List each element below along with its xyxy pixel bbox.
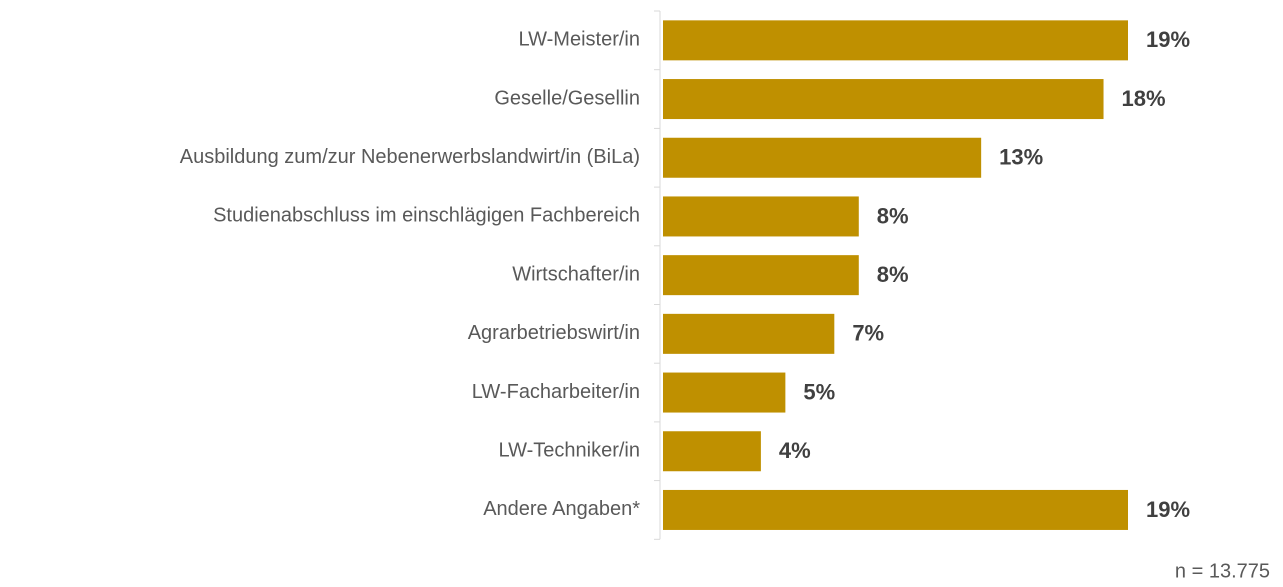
bar xyxy=(663,79,1104,120)
bar xyxy=(663,255,859,296)
category-label: LW-Techniker/in xyxy=(498,440,640,462)
bar xyxy=(663,20,1128,61)
value-label: 8% xyxy=(877,262,909,287)
category-label: Wirtschafter/in xyxy=(512,263,640,285)
category-label: Geselle/Gesellin xyxy=(494,87,640,109)
bar xyxy=(663,372,786,413)
value-label: 18% xyxy=(1122,86,1166,111)
category-label: LW-Meister/in xyxy=(518,29,640,51)
category-label: Ausbildung zum/zur Nebenerwerbslandwirt/… xyxy=(180,146,640,168)
sample-note: n = 13.775 xyxy=(1175,560,1270,582)
value-label: 7% xyxy=(852,321,884,346)
category-label: Agrarbetriebswirt/in xyxy=(468,322,640,344)
bar xyxy=(663,431,761,472)
value-label: 8% xyxy=(877,203,909,228)
category-label: LW-Facharbeiter/in xyxy=(472,381,640,403)
category-label: Andere Angaben* xyxy=(483,498,640,520)
value-label: 19% xyxy=(1146,27,1190,52)
category-label: Studienabschluss im einschlägigen Fachbe… xyxy=(213,205,640,227)
value-label: 19% xyxy=(1146,497,1190,522)
value-label: 13% xyxy=(999,145,1043,170)
bar xyxy=(663,313,835,354)
value-label: 4% xyxy=(779,438,811,463)
bar xyxy=(663,137,982,178)
value-label: 5% xyxy=(803,379,835,404)
bar xyxy=(663,196,859,237)
bar xyxy=(663,489,1128,530)
